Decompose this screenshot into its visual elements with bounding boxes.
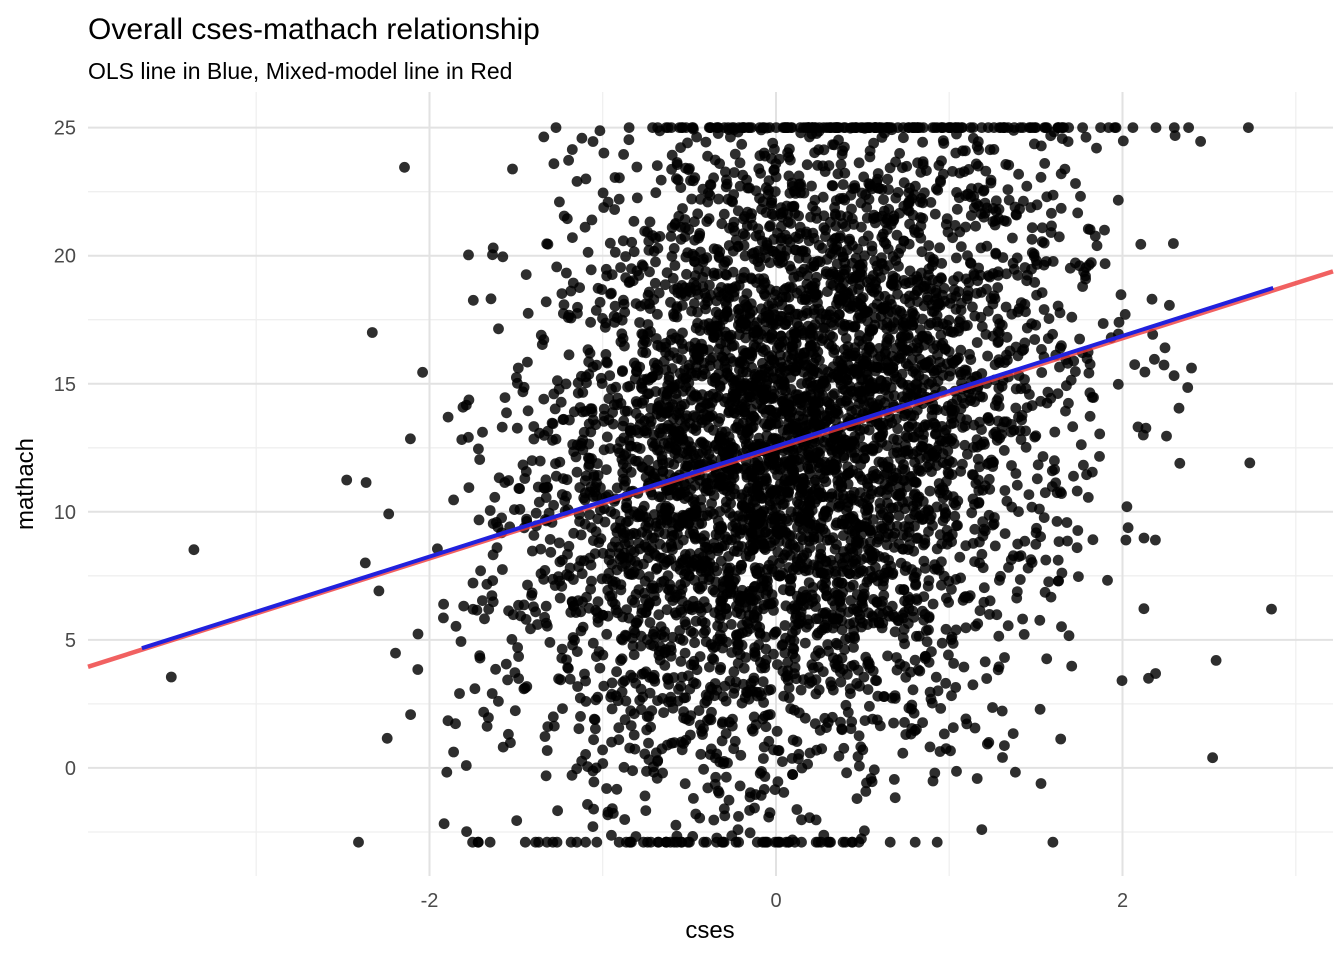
scatter-points [165,122,1277,848]
y-axis-title: mathach [12,437,39,531]
y-tick-label: 20 [54,246,76,268]
x-tick-label: 0 [770,890,781,912]
x-axis-title: cses [685,917,735,944]
ols-line [141,285,1274,651]
x-axis-tick-labels: -2 0 2 [421,890,1128,912]
y-axis-tick-labels: 0 5 10 15 20 25 [54,118,76,780]
y-tick-label: 5 [65,630,76,652]
chart-subtitle: OLS line in Blue, Mixed-model line in Re… [88,58,513,84]
y-tick-label: 15 [54,374,76,396]
y-tick-label: 10 [54,502,76,524]
x-tick-label: -2 [421,890,439,912]
x-tick-label: 2 [1117,890,1128,912]
y-tick-label: 25 [54,118,76,140]
chart-title: Overall cses-mathach relationship [88,13,540,46]
y-tick-label: 0 [65,758,76,780]
